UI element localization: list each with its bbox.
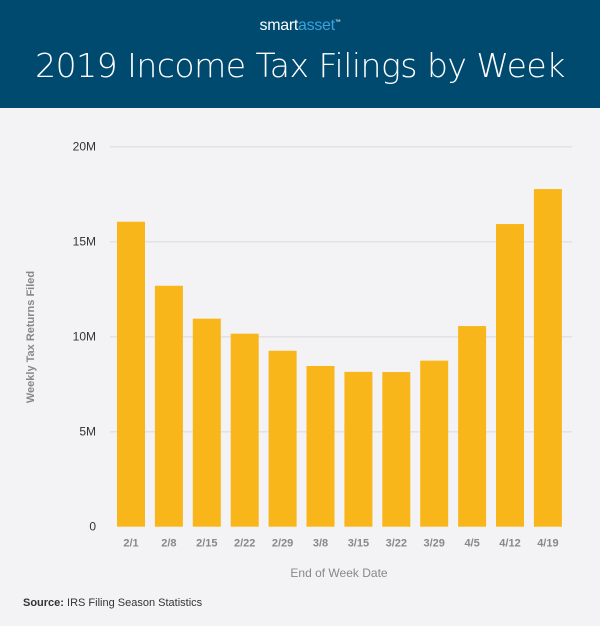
bar-4-19 bbox=[533, 189, 562, 527]
y-tick-label: 0 bbox=[89, 520, 96, 534]
chart-title: 2019 Income Tax Filings by Week bbox=[35, 46, 565, 85]
x-tick-label: 2/22 bbox=[234, 538, 255, 550]
y-tick-label: 5M bbox=[79, 425, 96, 439]
x-tick-label: 4/19 bbox=[537, 538, 558, 550]
bar-3-29 bbox=[420, 360, 449, 527]
bar-2-15 bbox=[192, 318, 221, 527]
bar-2-1 bbox=[117, 221, 145, 527]
x-tick-label: 3/15 bbox=[348, 538, 369, 550]
bar-3-15 bbox=[344, 371, 373, 527]
bar-4-12 bbox=[496, 224, 524, 527]
bar-4-5 bbox=[458, 326, 487, 527]
x-tick-label: 4/12 bbox=[499, 538, 520, 550]
logo-text: smart bbox=[259, 17, 299, 34]
logo-tm: ™ bbox=[334, 19, 341, 26]
source-note: Source: IRS Filing Season Statistics bbox=[23, 597, 202, 609]
source-label: Source: bbox=[23, 597, 64, 609]
x-tick-label: 3/29 bbox=[423, 538, 444, 550]
bar-2-22 bbox=[230, 333, 259, 527]
bar-chart: 0 5M 10M 15M 20M 2/1 2/8 2/15 2/22 2/29 3/8 3/15 3/2… bbox=[25, 140, 572, 580]
x-tick-label: 3/8 bbox=[313, 538, 328, 550]
y-tick-label: 10M bbox=[73, 330, 96, 344]
x-tick-label: 2/29 bbox=[272, 538, 293, 550]
bar-2-29 bbox=[268, 350, 297, 527]
header: smartasset™ 2019 Income Tax Filings by W… bbox=[0, 0, 600, 108]
y-tick-label: 15M bbox=[73, 235, 96, 249]
x-tick-label: 2/1 bbox=[123, 538, 138, 550]
source-text: IRS Filing Season Statistics bbox=[63, 597, 203, 609]
y-axis-label: Weekly Tax Returns Filed bbox=[25, 271, 37, 403]
x-tick-label: 2/15 bbox=[196, 538, 217, 550]
x-tick-label: 3/22 bbox=[386, 538, 407, 550]
x-tick-label: 4/5 bbox=[464, 538, 479, 550]
bar-2-8 bbox=[154, 285, 183, 527]
x-axis-label: End of Week Date bbox=[290, 566, 387, 580]
logo-text-accent: asset bbox=[298, 17, 335, 34]
bar-3-8 bbox=[306, 365, 335, 527]
x-tick-label: 2/8 bbox=[161, 538, 176, 550]
y-tick-label: 20M bbox=[73, 140, 96, 154]
bar-3-22 bbox=[382, 372, 411, 527]
smartasset-logo: smartasset™ bbox=[0, 17, 600, 35]
